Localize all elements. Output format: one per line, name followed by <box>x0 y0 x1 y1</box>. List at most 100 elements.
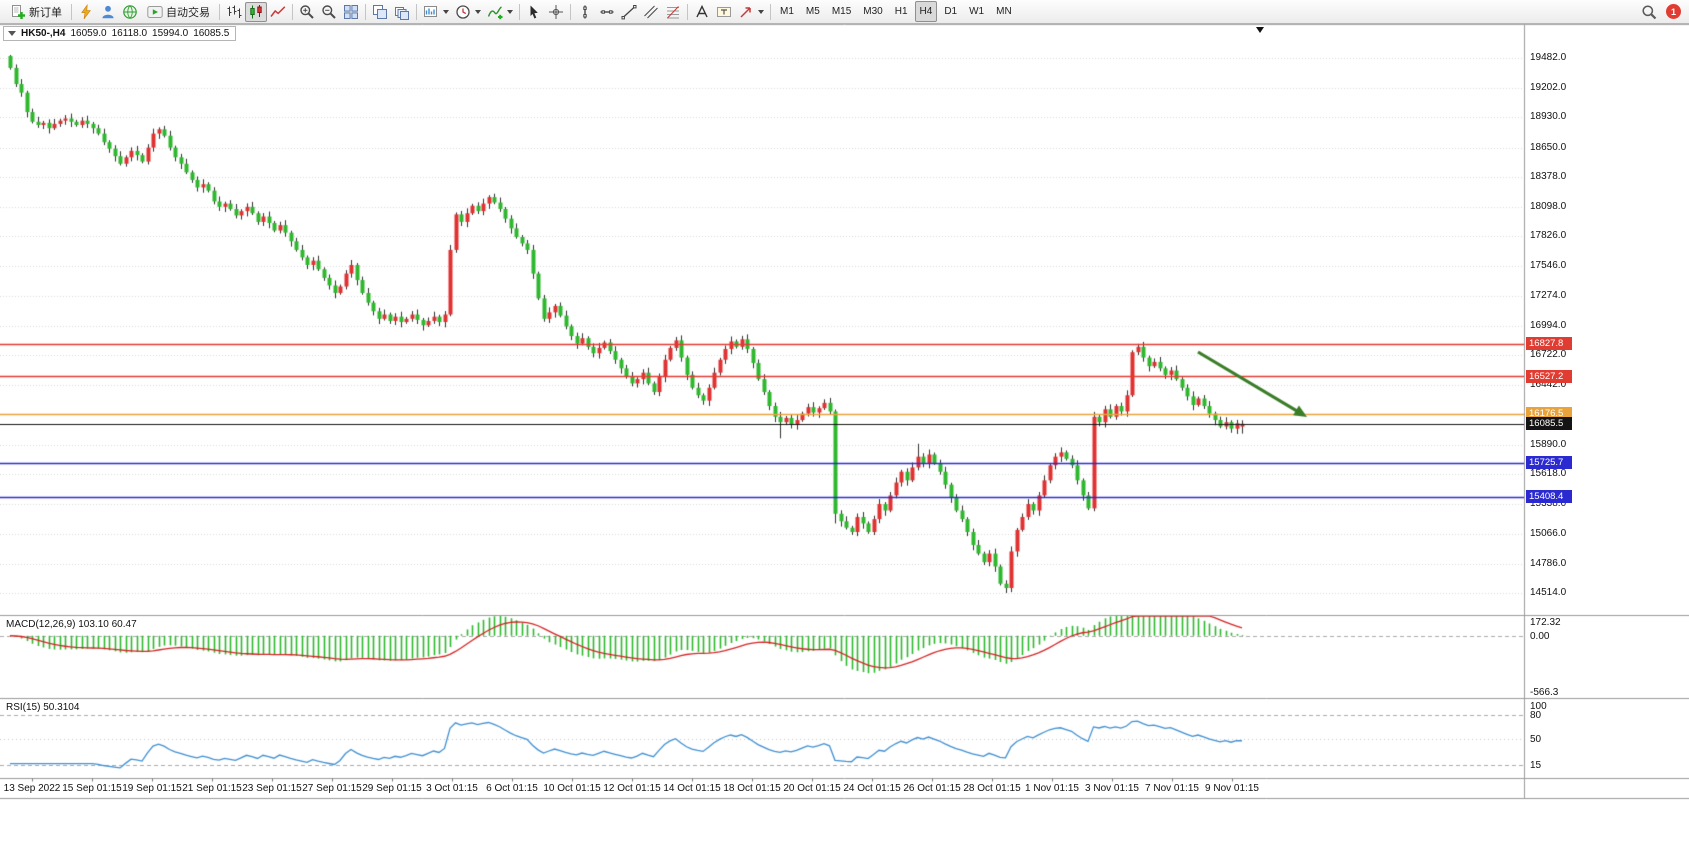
rsi-scale-label: 50 <box>1530 733 1542 745</box>
price-tick-label: 16442.0 <box>1530 379 1567 391</box>
level-price-badge: 16827.8 <box>1526 337 1572 351</box>
cascade-charts-button[interactable] <box>391 2 413 22</box>
notification-badge[interactable]: 1 <box>1666 4 1681 19</box>
candlesticks-button[interactable] <box>245 1 267 22</box>
timeframe-m1-button[interactable]: M1 <box>780 6 794 17</box>
toolbar-separator <box>292 3 293 20</box>
periods-button[interactable] <box>452 2 484 22</box>
text-label-button[interactable] <box>713 2 735 22</box>
price-tick-label: 15618.0 <box>1530 468 1567 480</box>
zoom-in-icon <box>299 4 315 20</box>
timeframe-m15-button[interactable]: M15 <box>831 6 852 17</box>
line-chart-button[interactable] <box>267 2 289 22</box>
price-tick-label: 16722.0 <box>1530 349 1567 361</box>
zoom-in-button[interactable] <box>296 2 318 22</box>
horizontal-line-button[interactable] <box>596 2 618 22</box>
periods-icon <box>455 4 471 20</box>
channel-button[interactable] <box>640 2 662 22</box>
toolbar-separator <box>519 3 520 20</box>
time-axis-label: 27 Sep 01:15 <box>302 783 362 794</box>
time-axis-label: 21 Sep 01:15 <box>182 783 242 794</box>
line-chart-icon <box>270 4 286 20</box>
candlesticks-icon <box>248 4 264 20</box>
chart-shift-marker-icon[interactable] <box>1256 27 1264 33</box>
timeframe-m30-button[interactable]: M30 <box>863 6 883 17</box>
time-axis-label: 29 Sep 01:15 <box>362 783 422 794</box>
quotes-icon <box>78 3 94 20</box>
chevron-down-icon[interactable] <box>475 9 481 14</box>
toolbar-separator <box>570 3 571 20</box>
timeframe-d1-button[interactable]: D1 <box>944 6 958 17</box>
toolbar-separator <box>219 3 220 20</box>
arrange-charts-button[interactable] <box>369 2 391 22</box>
chevron-down-icon[interactable] <box>758 9 764 14</box>
timeframe-mn-button[interactable]: MN <box>996 6 1012 17</box>
trendline-button[interactable] <box>618 2 640 22</box>
vertical-line-button[interactable] <box>574 2 596 22</box>
price-tick-label: 17274.0 <box>1530 289 1567 301</box>
bar-chart-button[interactable] <box>223 2 245 22</box>
chevron-down-icon[interactable] <box>443 9 449 14</box>
algo-trading-button[interactable]: 自动交易 <box>141 2 216 22</box>
quotes-button[interactable] <box>75 2 97 22</box>
new-order-label: 新订单 <box>29 6 62 19</box>
tile-windows-icon <box>343 4 359 20</box>
open-value: 16059.0 <box>70 28 107 39</box>
price-tick-label: 18650.0 <box>1530 141 1567 153</box>
timeframe-m5-button[interactable]: M5 <box>805 6 820 17</box>
timeframe-w1-button[interactable]: W1 <box>969 6 985 17</box>
crosshair-button[interactable] <box>545 2 567 22</box>
time-axis-label: 28 Oct 01:15 <box>963 783 1021 794</box>
timeframe-h1-button[interactable]: H1 <box>894 6 908 17</box>
level-price-badge: 15408.4 <box>1526 490 1572 504</box>
rsi-title: RSI(15) 50.3104 <box>6 702 80 713</box>
price-tick-label: 17546.0 <box>1530 260 1567 272</box>
cursor-button[interactable] <box>523 2 545 22</box>
zoom-out-button[interactable] <box>318 2 340 22</box>
text-icon <box>694 4 710 20</box>
rsi-scale-label: 100 <box>1530 701 1547 712</box>
search-button[interactable] <box>1638 2 1660 22</box>
community-button[interactable] <box>119 2 141 22</box>
collapse-icon[interactable] <box>8 31 16 36</box>
low-value: 15994.0 <box>152 28 189 39</box>
text-button[interactable] <box>691 2 713 22</box>
new-order-button[interactable]: 新订单 <box>4 2 68 22</box>
macd-scale-label: 0.00 <box>1530 630 1550 642</box>
trendline-icon <box>621 4 637 20</box>
cursor-icon <box>526 4 542 20</box>
price-scale[interactable] <box>1525 24 1689 778</box>
price-tick-label: 14786.0 <box>1530 557 1567 569</box>
rsi-scale-label: 80 <box>1530 710 1542 722</box>
toolbar-separator <box>770 3 771 20</box>
macd-scale-label: 172.32 <box>1530 617 1561 628</box>
high-value: 16118.0 <box>111 28 148 39</box>
time-axis-label: 7 Nov 01:15 <box>1145 783 1199 794</box>
bar-chart-icon <box>226 4 242 20</box>
new-chart-button[interactable] <box>420 2 452 22</box>
time-axis-label: 13 Sep 2022 <box>3 783 61 794</box>
timeframe-h4-button[interactable]: H4 <box>914 1 938 22</box>
time-axis-label: 20 Oct 01:15 <box>783 783 841 794</box>
fibonacci-button[interactable] <box>662 2 684 22</box>
chevron-down-icon[interactable] <box>507 9 513 14</box>
price-tick-label: 18098.0 <box>1530 201 1567 213</box>
new-chart-icon <box>423 4 439 20</box>
price-tick-label: 17826.0 <box>1530 230 1567 242</box>
toolbar-separator <box>416 3 417 20</box>
indicators-button[interactable] <box>484 2 516 22</box>
time-axis-label: 3 Oct 01:15 <box>426 783 478 794</box>
text-label-icon <box>716 4 732 20</box>
time-axis-label: 24 Oct 01:15 <box>843 783 901 794</box>
search-icon <box>1641 4 1657 20</box>
time-axis-label: 10 Oct 01:15 <box>543 783 601 794</box>
toolbar-right-group: 1 <box>1638 2 1685 22</box>
arrow-objects-button[interactable] <box>735 2 767 22</box>
vertical-line-icon <box>577 4 593 20</box>
tile-windows-button[interactable] <box>340 2 362 22</box>
macd-scale-label: -566.3 <box>1530 686 1559 698</box>
profile-button[interactable] <box>97 2 119 22</box>
toolbar: 新订单 自动交易 M1 M5 M15 M30 H1 H4 D1 W1 MN 1 <box>0 0 1689 24</box>
price-tick-label: 18930.0 <box>1530 111 1567 123</box>
